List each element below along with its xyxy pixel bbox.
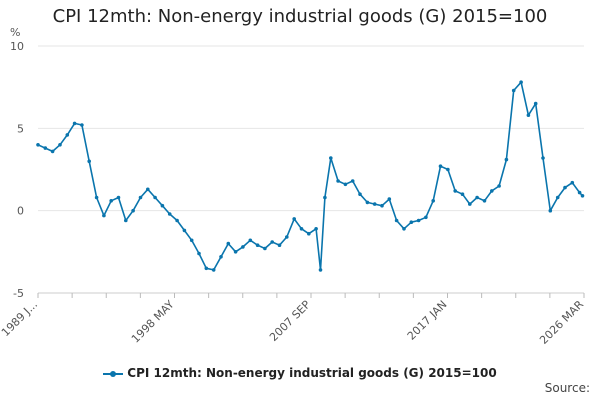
data-point <box>263 246 267 251</box>
data-point <box>87 159 91 164</box>
data-point <box>248 238 253 243</box>
data-point <box>570 180 575 185</box>
grid-layer <box>38 45 584 294</box>
data-point <box>270 240 275 244</box>
series-line <box>37 81 584 271</box>
data-point <box>526 113 531 117</box>
data-point <box>482 199 487 203</box>
data-point <box>380 203 384 208</box>
data-point <box>167 212 172 216</box>
data-point <box>50 149 55 154</box>
data-point <box>189 238 194 243</box>
data-point <box>350 179 355 183</box>
data-point <box>504 157 509 162</box>
data-point <box>102 213 106 218</box>
data-point <box>80 123 84 127</box>
data-point <box>416 218 421 223</box>
data-point <box>555 195 560 200</box>
data-point <box>468 202 472 206</box>
data-point <box>314 227 318 231</box>
data-point <box>402 227 406 231</box>
data-point <box>204 266 209 271</box>
y-unit-label: % <box>10 26 21 39</box>
data-point <box>318 268 323 272</box>
data-point <box>299 227 304 231</box>
legend[interactable]: CPI 12mth: Non-energy industrial goods (… <box>0 366 600 380</box>
data-point <box>323 195 327 200</box>
chart-title: CPI 12mth: Non-energy industrial goods (… <box>52 6 548 27</box>
data-point <box>533 101 538 106</box>
data-point <box>460 192 465 196</box>
data-point <box>285 235 289 239</box>
data-point <box>580 194 585 198</box>
data-point <box>182 228 187 233</box>
data-point <box>519 80 523 84</box>
data-point <box>548 208 553 213</box>
legend-swatch-icon <box>103 369 124 379</box>
data-point <box>138 195 143 200</box>
data-point <box>116 195 121 200</box>
data-point <box>255 243 260 247</box>
source-label: Source: <box>544 381 590 395</box>
data-point <box>160 203 165 208</box>
data-point <box>94 195 99 200</box>
data-point <box>431 199 436 203</box>
data-point <box>563 185 567 190</box>
data-point <box>153 195 157 200</box>
data-point <box>58 143 62 147</box>
data-point <box>211 268 216 272</box>
data-point <box>358 192 362 196</box>
x-tick-label: 1998 MAY <box>129 298 177 346</box>
data-point <box>387 197 392 201</box>
data-point <box>490 189 494 193</box>
x-tick-label: 2017 JAN <box>405 298 450 343</box>
data-point <box>72 121 77 126</box>
x-tick-label: 1989 J... <box>0 298 40 339</box>
data-point <box>36 143 40 147</box>
data-point <box>475 195 479 200</box>
legend-label: CPI 12mth: Non-energy industrial goods (… <box>127 366 497 380</box>
data-point <box>226 241 231 246</box>
data-point <box>409 220 414 224</box>
data-point <box>146 187 150 192</box>
data-point <box>577 190 582 195</box>
data-point <box>438 164 443 168</box>
data-point <box>219 254 223 259</box>
y-tick-label: 0 <box>17 205 24 218</box>
data-point <box>197 251 201 256</box>
data-point <box>109 199 113 203</box>
data-point <box>329 156 333 160</box>
data-point <box>65 133 70 137</box>
data-point <box>365 200 370 205</box>
data-point <box>394 218 399 223</box>
data-point <box>124 218 128 223</box>
x-tick-label: 2026 MAR <box>537 298 586 347</box>
y-tick-label: 10 <box>10 40 24 53</box>
series-layer <box>36 80 585 272</box>
data-point <box>372 202 377 206</box>
data-point <box>541 156 545 160</box>
data-point <box>43 146 48 150</box>
data-point <box>453 189 458 193</box>
data-point <box>511 88 516 93</box>
data-point <box>446 167 450 172</box>
y-tick-label: 5 <box>17 122 24 135</box>
data-point <box>336 179 340 183</box>
data-point <box>241 245 245 249</box>
data-point <box>497 184 501 188</box>
data-point <box>343 182 348 187</box>
data-point <box>307 231 311 236</box>
data-point <box>175 218 179 223</box>
data-point <box>424 215 428 220</box>
data-point <box>292 217 297 221</box>
y-tick-label: -5 <box>13 287 24 300</box>
data-point <box>131 208 135 213</box>
x-tick-label: 2007 SEP <box>267 298 313 344</box>
data-point <box>277 243 282 247</box>
data-point <box>233 250 238 254</box>
